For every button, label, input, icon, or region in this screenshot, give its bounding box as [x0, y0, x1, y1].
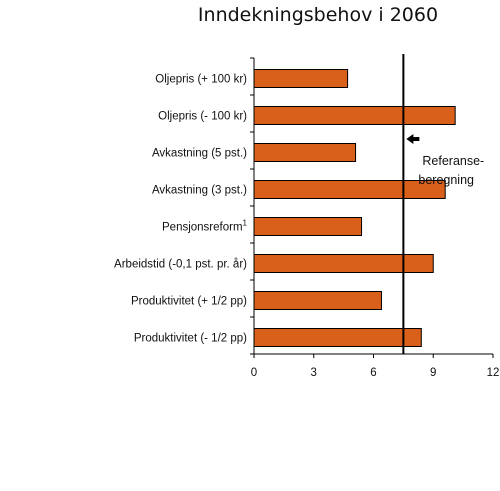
category-label-6: Produktivitet (+ 1/2 pp): [131, 296, 247, 308]
x-tick-label: 0: [251, 367, 257, 379]
category-label-2: Avkastning (5 pst.): [152, 148, 247, 160]
reference-annotation: Referanse- beregning: [406, 134, 484, 187]
category-label-5: Arbeidstid (-0,1 pst. pr. år): [114, 259, 247, 271]
category-label-0: Oljepris (+ 100 kr): [155, 74, 247, 86]
category-label-7: Produktivitet (- 1/2 pp): [134, 333, 247, 345]
chart-title: Inndekningsbehov i 2060: [198, 4, 438, 26]
x-tick-label: 12: [487, 367, 500, 379]
footnote-marker: 1: [243, 219, 248, 228]
bar-4: [253, 217, 363, 236]
bar-7: [253, 328, 422, 347]
bars-group: [253, 69, 456, 347]
reference-label-line2: beregning: [418, 173, 474, 187]
x-axis: 0 3 6 9 12: [250, 57, 500, 379]
bar-6: [253, 291, 382, 310]
category-label-4: Pensjonsreform1: [162, 219, 248, 234]
category-labels: Oljepris (+ 100 kr) Oljepris (- 100 kr) Av…: [114, 74, 248, 345]
x-tick-label: 9: [430, 367, 436, 379]
category-label-1: Oljepris (- 100 kr): [158, 111, 247, 123]
bar-0: [253, 69, 349, 88]
arrow-left-icon: [406, 134, 420, 144]
reference-label-line1: Referanse-: [422, 154, 484, 168]
x-tick-label: 6: [370, 367, 376, 379]
bar-2: [253, 143, 357, 162]
x-tick-label: 3: [311, 367, 317, 379]
category-label-3: Avkastning (3 pst.): [152, 185, 247, 197]
bar-3: [253, 180, 446, 199]
bar-1: [253, 106, 456, 125]
bar-5: [253, 254, 434, 273]
